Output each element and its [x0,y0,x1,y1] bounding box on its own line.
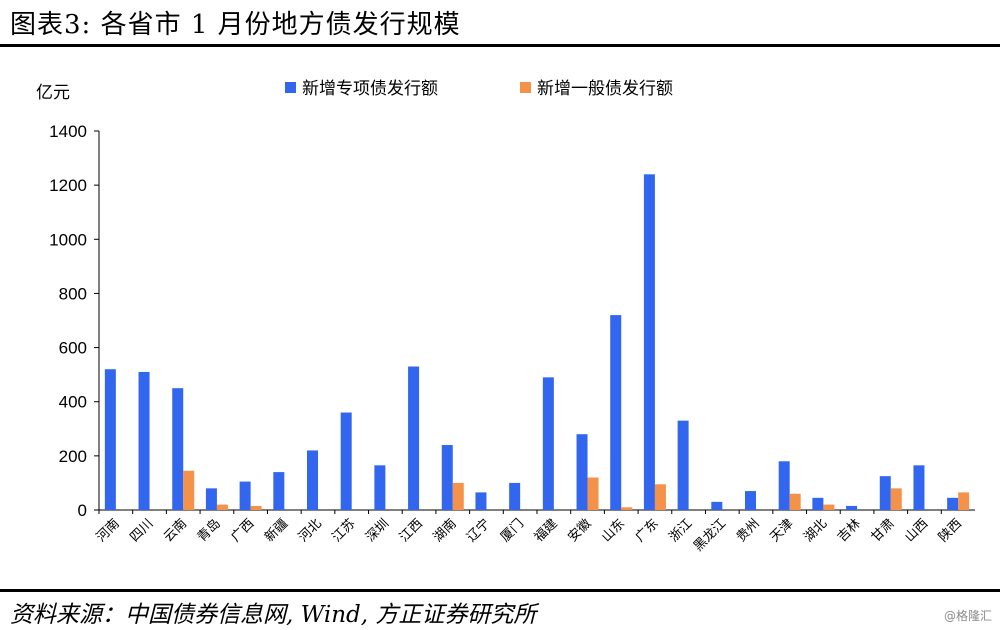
y-axis-unit-label: 亿元 [36,83,70,103]
x-tick-label: 厦门 [498,516,527,545]
bar-special-bond [576,434,588,510]
bar-special-bond [205,488,217,510]
bar-special-bond [879,476,891,510]
bar-special-bond [711,501,723,510]
x-tick-label: 福建 [532,516,561,545]
bar-special-bond [239,481,251,510]
bar-special-bond [340,412,352,510]
bar-special-bond [812,497,824,510]
bar-special-bond [104,369,116,510]
x-tick-label: 深圳 [363,516,392,545]
bar-general-bond [654,484,666,510]
bar-special-bond [475,492,487,510]
bar-general-bond [183,470,195,510]
x-tick-label: 黑龙江 [691,516,729,554]
bar-special-bond [307,450,318,510]
x-tick-label: 安徽 [565,516,594,545]
bar-special-bond [408,366,420,510]
bar-special-bond [509,482,521,510]
source-note: 资料来源：中国债券信息网, Wind, 方正证券研究所 [10,602,537,628]
bar-general-bond [789,493,801,510]
bar-special-bond [273,472,285,510]
bar-general-bond [216,504,228,510]
x-tick-label: 广东 [633,516,662,545]
x-tick-label: 广西 [228,516,257,545]
bar-general-bond [958,492,970,510]
x-tick-label: 吉林 [835,516,864,545]
bar-special-bond [745,491,756,510]
y-tick-label: 1200 [49,176,87,195]
x-tick-label: 河北 [296,516,325,545]
bar-special-bond [172,388,184,510]
x-tick-label: 浙江 [666,516,695,545]
x-tick-label: 山东 [599,516,628,545]
x-tick-label: 贵州 [734,516,763,545]
y-tick-label: 1000 [49,230,87,249]
bar-general-bond [890,488,902,510]
bar-general-bond [621,507,633,510]
x-tick-label: 新疆 [261,516,291,546]
x-tick-label: 河南 [93,516,123,546]
bar-special-bond [610,315,622,510]
x-tick-label: 陕西 [936,516,965,545]
bar-special-bond [643,174,655,510]
x-tick-label: 辽宁 [464,516,494,546]
x-axis: 河南 四川 云南 青岛 广西 新疆 河北 江苏 深圳 江西 湖南 辽宁 厦门 福建 安徽 山东 广东 浙江黑龙江贵… [93,509,975,554]
legend-swatch-general-bond [520,82,531,93]
bar-special-bond [913,465,925,510]
legend-label-general-bond: 新增一般债发行额 [537,79,673,99]
y-axis: 0 200 400 600 800 1000 1200 1400 [49,122,100,520]
x-tick-label: 四川 [127,516,156,545]
bar-special-bond [441,445,453,510]
legend: 新增专项债发行额 新增一般债发行额 [285,79,673,99]
bar-special-bond [947,497,959,510]
bar-general-bond [250,505,262,510]
x-tick-label: 江苏 [329,516,359,546]
bar-special-bond [677,420,689,510]
figure-title: 图表3: 各省市 1 月份地方债发行规模 [10,10,461,40]
top-rule [0,44,1000,47]
bar-general-bond [823,504,835,510]
y-tick-label: 600 [59,339,87,358]
bar-general-bond [587,477,599,510]
bar-special-bond [778,461,790,510]
bar-special-bond [846,505,858,510]
y-tick-label: 400 [59,393,87,412]
x-tick-label: 天津 [768,516,797,545]
bar-special-bond [542,377,554,510]
x-tick-label: 云南 [160,516,190,546]
x-tick-label: 甘肃 [869,516,898,545]
watermark: @格隆汇 [943,609,992,623]
y-tick-label: 800 [59,284,87,303]
legend-swatch-special-bond [285,82,296,93]
bar-special-bond [374,465,386,510]
bars [104,174,970,510]
x-tick-label: 江西 [397,516,426,545]
bar-chart: 亿元 新增专项债发行额 新增一般债发行额 0 200 400 600 800 1000 12… [36,79,975,554]
x-tick-label: 湖北 [801,516,830,545]
x-tick-label: 青岛 [194,516,224,546]
y-tick-label: 1400 [49,122,87,141]
legend-label-special-bond: 新增专项债发行额 [302,79,438,99]
bottom-rule [0,589,1000,592]
y-tick-label: 0 [78,501,87,520]
bar-special-bond [138,371,150,510]
x-tick-label: 山西 [902,516,931,545]
y-tick-label: 200 [59,447,87,466]
x-tick-label: 湖南 [430,516,460,546]
bar-general-bond [452,482,464,510]
